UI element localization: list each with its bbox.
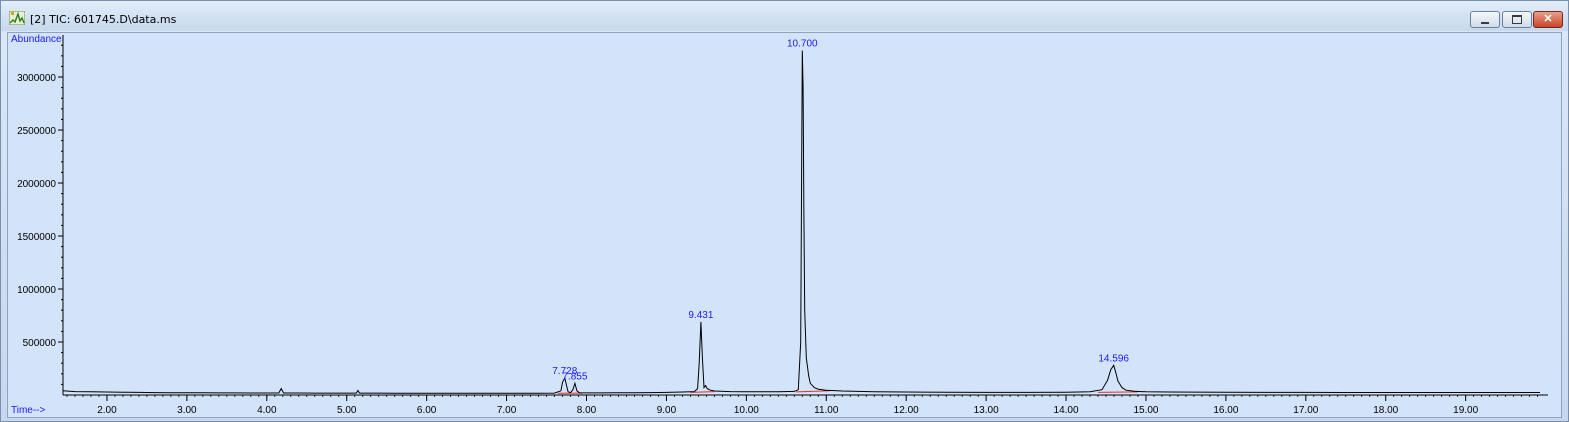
close-button[interactable]: ✕ — [1533, 11, 1563, 28]
x-tick-label: 2.00 — [97, 405, 117, 416]
window-title: [2] TIC: 601745.D\data.ms — [30, 13, 177, 26]
y-tick-label: 500000 — [23, 338, 57, 349]
x-tick-label: 5.00 — [337, 405, 357, 416]
x-tick-label: 12.00 — [894, 405, 919, 416]
x-tick-label: 6.00 — [417, 405, 437, 416]
peak-label: 10.700 — [787, 39, 818, 50]
peak-label: 9.431 — [688, 310, 713, 321]
x-tick-label: 7.00 — [497, 405, 517, 416]
x-tick-label: 19.00 — [1453, 405, 1478, 416]
y-axis-title: Abundance — [11, 34, 62, 45]
tic-trace-line[interactable] — [62, 50, 1540, 394]
x-tick-label: 14.00 — [1054, 405, 1079, 416]
chromatogram-chart[interactable]: Abundance Time--> 500000 1000000 1500000 2000… — [8, 33, 1561, 417]
chromatogram-app-icon — [9, 11, 25, 25]
x-tick-label: 3.00 — [177, 405, 197, 416]
x-tick-label: 4.00 — [257, 405, 277, 416]
peak-label: 14.596 — [1098, 353, 1129, 364]
title-bar[interactable]: [2] TIC: 601745.D\data.ms ✕ — [1, 1, 1568, 31]
y-tick-label: 2000000 — [17, 179, 56, 190]
minimize-icon — [1481, 21, 1489, 24]
x-tick-label: 11.00 — [814, 405, 839, 416]
x-tick-label: 15.00 — [1133, 405, 1158, 416]
maximize-button[interactable] — [1502, 11, 1532, 28]
x-tick-label: 8.00 — [577, 405, 597, 416]
close-icon: ✕ — [1543, 13, 1553, 25]
y-tick-label: 3000000 — [17, 73, 56, 84]
minimize-button[interactable] — [1470, 11, 1500, 28]
chromatogram-plot[interactable]: Abundance Time--> 500000 1000000 1500000 2000… — [7, 32, 1562, 418]
peak-label: 7.728 — [552, 366, 577, 377]
integration-baseline — [690, 391, 715, 393]
y-tick-label: 2500000 — [17, 126, 56, 137]
y-tick-label: 1000000 — [17, 285, 56, 296]
x-tick-label: 17.00 — [1293, 405, 1318, 416]
integration-baseline — [795, 390, 831, 393]
x-tick-label: 16.00 — [1213, 405, 1238, 416]
integration-baseline — [1098, 391, 1138, 393]
x-tick-label: 18.00 — [1373, 405, 1398, 416]
x-tick-label: 13.00 — [974, 405, 999, 416]
x-tick-label: 10.00 — [734, 405, 759, 416]
x-tick-label: 9.00 — [657, 405, 677, 416]
x-axis-title: Time--> — [11, 405, 46, 416]
peak-label: 7.855 — [562, 371, 587, 382]
maximize-icon — [1512, 15, 1522, 24]
y-tick-label: 1500000 — [17, 232, 56, 243]
